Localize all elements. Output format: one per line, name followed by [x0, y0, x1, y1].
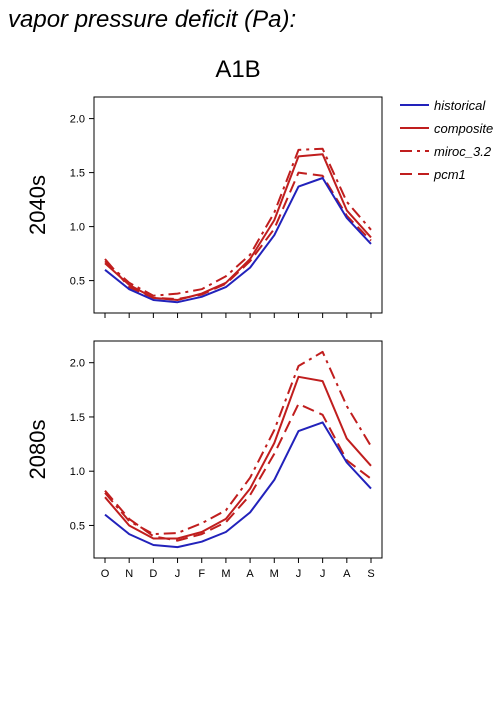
scenario-title: A1B [215, 56, 261, 83]
series-line-historical [104, 421, 372, 549]
legend-label: pcm1 [433, 167, 466, 182]
y-tick-label: 1.5 [70, 168, 85, 180]
series-line-miroc-3-2 [104, 147, 372, 297]
series-line-historical [104, 177, 372, 304]
y-tick-label: 1.0 [70, 466, 85, 478]
x-tick-label: F [198, 568, 205, 580]
x-tick-label: A [246, 568, 254, 580]
series-line-miroc-3-2 [104, 350, 372, 536]
y-tick-label: 2.0 [70, 114, 85, 126]
page-title: vapor pressure deficit (Pa): [8, 6, 297, 33]
legend-label: composite [434, 121, 493, 136]
panel-label: 2080s [25, 420, 50, 480]
legend-label: historical [434, 98, 486, 113]
x-tick-label: N [125, 568, 133, 580]
y-tick-label: 1.5 [70, 412, 85, 424]
series-line-pcm1 [104, 171, 372, 300]
plot-frame [93, 340, 383, 559]
plot-frame [93, 96, 383, 314]
chart-panel-2040s: 0.5 1.0 1.5 2.0 2040s historical composite miro… [25, 96, 493, 318]
x-tick-label: J [175, 568, 181, 580]
legend: historical composite miroc_3.2 pcm1 [400, 98, 493, 182]
x-tick-label: A [343, 568, 351, 580]
series-line-pcm1 [104, 402, 372, 542]
x-tick-label: D [149, 568, 157, 580]
x-tick-label: S [367, 568, 374, 580]
x-tick-label: J [320, 568, 326, 580]
y-tick-label: 1.0 [70, 222, 85, 234]
chart-panel-2080s: 0.5 1.0 1.5 2.0 O N D J F M A M J J A S 2080s [25, 340, 383, 580]
x-tick-label: J [296, 568, 302, 580]
x-tick-label: O [101, 568, 110, 580]
y-tick-label: 0.5 [70, 520, 85, 532]
panel-label: 2040s [25, 175, 50, 235]
y-tick-label: 0.5 [70, 276, 85, 288]
series-line-composite [104, 375, 372, 540]
x-tick-label: M [270, 568, 279, 580]
y-tick-label: 2.0 [70, 358, 85, 370]
x-tick-label: M [221, 568, 230, 580]
legend-label: miroc_3.2 [434, 144, 492, 159]
